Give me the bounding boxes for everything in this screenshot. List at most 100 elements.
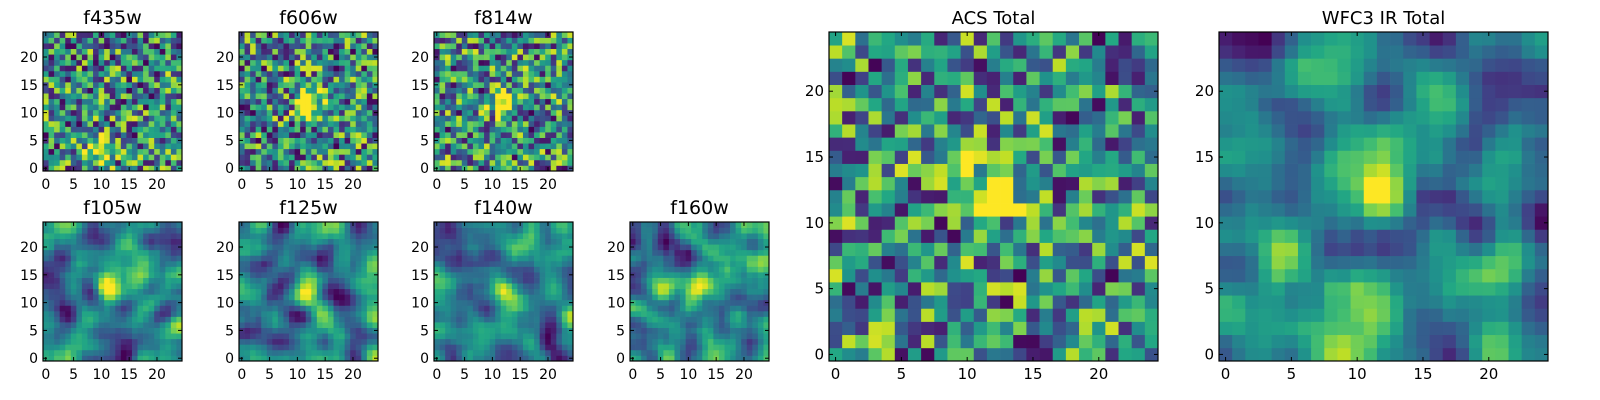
heatmap-cell	[355, 222, 362, 228]
heatmap-cell	[561, 82, 568, 88]
heatmap-cell	[668, 272, 675, 278]
heatmap-cell	[316, 283, 323, 290]
heatmap-cell	[511, 344, 518, 351]
heatmap-cell	[361, 355, 368, 362]
heatmap-cell	[868, 295, 882, 309]
heatmap-cell	[522, 43, 529, 50]
heatmap-cell	[289, 294, 295, 301]
heatmap-cell	[165, 132, 172, 138]
heatmap-cell	[947, 308, 961, 322]
heatmap-cell	[495, 327, 502, 334]
heatmap-cell	[300, 227, 307, 234]
heatmap-cell	[294, 159, 301, 166]
heatmap-cell	[556, 244, 563, 251]
heatmap-cell	[829, 150, 843, 164]
heatmap-cell	[372, 159, 379, 166]
heatmap-cell	[1039, 176, 1054, 191]
heatmap-cell	[517, 288, 524, 295]
heatmap-cell	[244, 327, 251, 334]
heatmap-cell	[657, 316, 664, 323]
heatmap-cell	[539, 109, 546, 116]
heatmap-cell	[327, 266, 334, 273]
heatmap-cell	[635, 222, 642, 228]
heatmap-cell	[148, 104, 155, 111]
heatmap-cell	[561, 76, 568, 83]
heatmap-cell	[104, 37, 111, 44]
heatmap-cell	[165, 87, 172, 94]
heatmap-cell	[93, 260, 99, 267]
heatmap-cell	[305, 93, 312, 100]
heatmap-cells	[434, 32, 574, 172]
heatmap-cell	[461, 344, 468, 351]
heatmap-cell	[713, 349, 720, 356]
heatmap-cell	[561, 70, 568, 77]
heatmap-cell	[478, 65, 485, 72]
heatmap-cell	[1131, 308, 1146, 322]
heatmap-cell	[159, 132, 166, 138]
heatmap-cell	[472, 355, 479, 362]
heatmap-cell	[154, 76, 161, 83]
heatmap-cell	[283, 283, 290, 290]
heatmap-cell	[333, 260, 340, 267]
heatmap-cell	[1079, 203, 1093, 217]
heatmap-cell	[98, 322, 105, 328]
heatmap-cell	[289, 43, 295, 50]
heatmap-cell	[59, 288, 66, 295]
heatmap-cell	[506, 59, 513, 66]
heatmap-cell	[561, 344, 568, 351]
heatmap-cell	[489, 48, 496, 55]
heatmap-cell	[339, 260, 345, 267]
heatmap-cell	[159, 82, 166, 88]
heatmap-cell	[1118, 347, 1133, 362]
heatmap-cell	[539, 37, 546, 44]
heatmap-cell	[255, 266, 262, 273]
heatmap-cell	[550, 227, 557, 234]
heatmap-cell	[855, 150, 869, 164]
heatmap-cell	[506, 165, 513, 172]
heatmap-cell	[344, 227, 351, 234]
heatmap-cell	[641, 294, 648, 301]
heatmap-cell	[646, 233, 653, 240]
heatmap-cell	[467, 355, 474, 362]
heatmap-cell	[973, 216, 988, 230]
heatmap-cell	[59, 120, 66, 127]
heatmap-cell	[104, 43, 111, 50]
heatmap-cell	[674, 294, 681, 301]
heatmap-cell	[630, 294, 636, 301]
heatmap-cell	[255, 59, 262, 66]
heatmap-cell	[294, 70, 301, 77]
heatmap-cell	[702, 255, 709, 262]
heatmap-cell	[630, 238, 636, 245]
heatmap-cell	[500, 137, 507, 144]
heatmap-cell	[495, 227, 502, 234]
heatmap-cell	[472, 277, 479, 284]
heatmap-cell	[539, 65, 546, 72]
heatmap-cell	[1039, 347, 1054, 362]
heatmap-cell	[713, 333, 720, 340]
heatmap-cell	[93, 355, 99, 362]
heatmap-cell	[528, 355, 535, 362]
heatmap-cell	[311, 272, 318, 278]
heatmap-cell	[960, 163, 975, 178]
heatmap-cell	[478, 32, 485, 38]
heatmap-cell	[652, 349, 659, 356]
heatmap-cell	[43, 126, 49, 133]
heatmap-cell	[255, 344, 262, 351]
heatmap-cell	[239, 322, 245, 328]
heatmap-cell	[668, 333, 675, 340]
heatmap-cell	[921, 321, 935, 336]
heatmap-cell	[467, 233, 474, 240]
heatmap-cell	[1131, 229, 1146, 243]
heatmap-cell	[1052, 295, 1067, 309]
heatmap-cell	[48, 87, 55, 94]
heatmap-cell	[277, 305, 284, 312]
heatmap-cell	[534, 238, 540, 245]
heatmap-cell	[43, 294, 49, 301]
heatmap-cell	[154, 294, 161, 301]
heatmap-cell	[556, 115, 563, 122]
heatmap-cell	[567, 266, 574, 273]
heatmap-cell	[657, 344, 664, 351]
heatmap-cell	[517, 104, 524, 111]
heatmap-cell	[322, 87, 329, 94]
heatmap-cell	[561, 148, 568, 155]
